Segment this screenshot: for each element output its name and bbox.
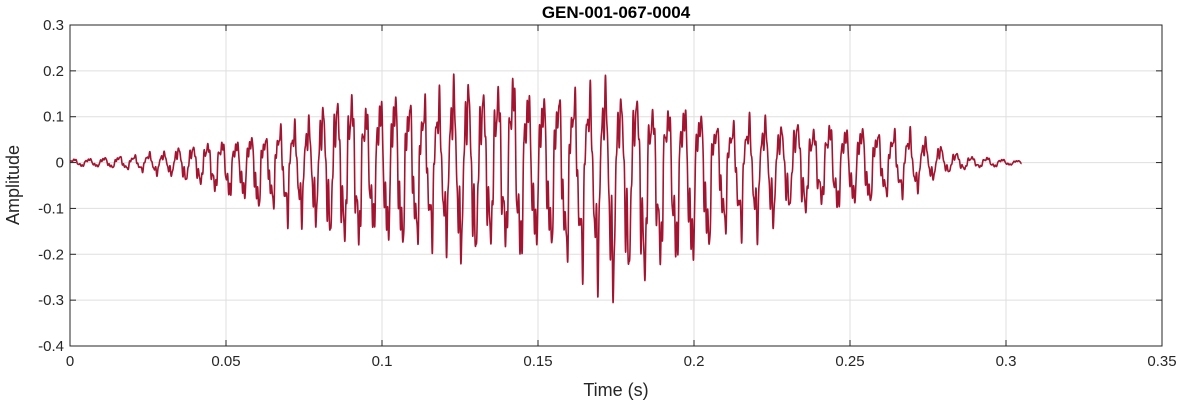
x-tick-label: 0.25 <box>835 353 864 370</box>
y-tick-label: 0.3 <box>43 17 64 34</box>
axes-box <box>69 24 1163 347</box>
x-axis-label: Time (s) <box>583 380 648 400</box>
y-tick-label: -0.1 <box>38 200 64 217</box>
y-tick-label: -0.4 <box>38 338 64 355</box>
x-axis-ticks: 0 0.05 0.1 0.15 0.2 0.25 0.3 0.35 <box>66 25 1177 370</box>
x-tick-label: 0.35 <box>1147 353 1176 370</box>
x-tick-label: 0 <box>66 353 74 370</box>
x-tick-label: 0.05 <box>211 353 240 370</box>
x-tick-label: 0.2 <box>684 353 705 370</box>
series-group <box>69 73 1023 304</box>
y-axis-label: Amplitude <box>3 145 23 225</box>
y-tick-label: 0.2 <box>43 63 64 80</box>
y-tick-label: -0.2 <box>38 246 64 263</box>
x-tick-label: 0.3 <box>996 353 1017 370</box>
y-tick-label: 0 <box>56 155 64 172</box>
chart-title: GEN-001-067-0004 <box>542 3 691 22</box>
x-tick-label: 0.15 <box>523 353 552 370</box>
x-tick-label: 0.1 <box>372 353 393 370</box>
y-tick-label: -0.3 <box>38 292 64 309</box>
waveform-line <box>69 73 1023 304</box>
y-axis-ticks: -0.4 -0.3 -0.2 -0.1 0 0.1 0.2 0.3 <box>38 17 1162 355</box>
y-tick-label: 0.1 <box>43 109 64 126</box>
